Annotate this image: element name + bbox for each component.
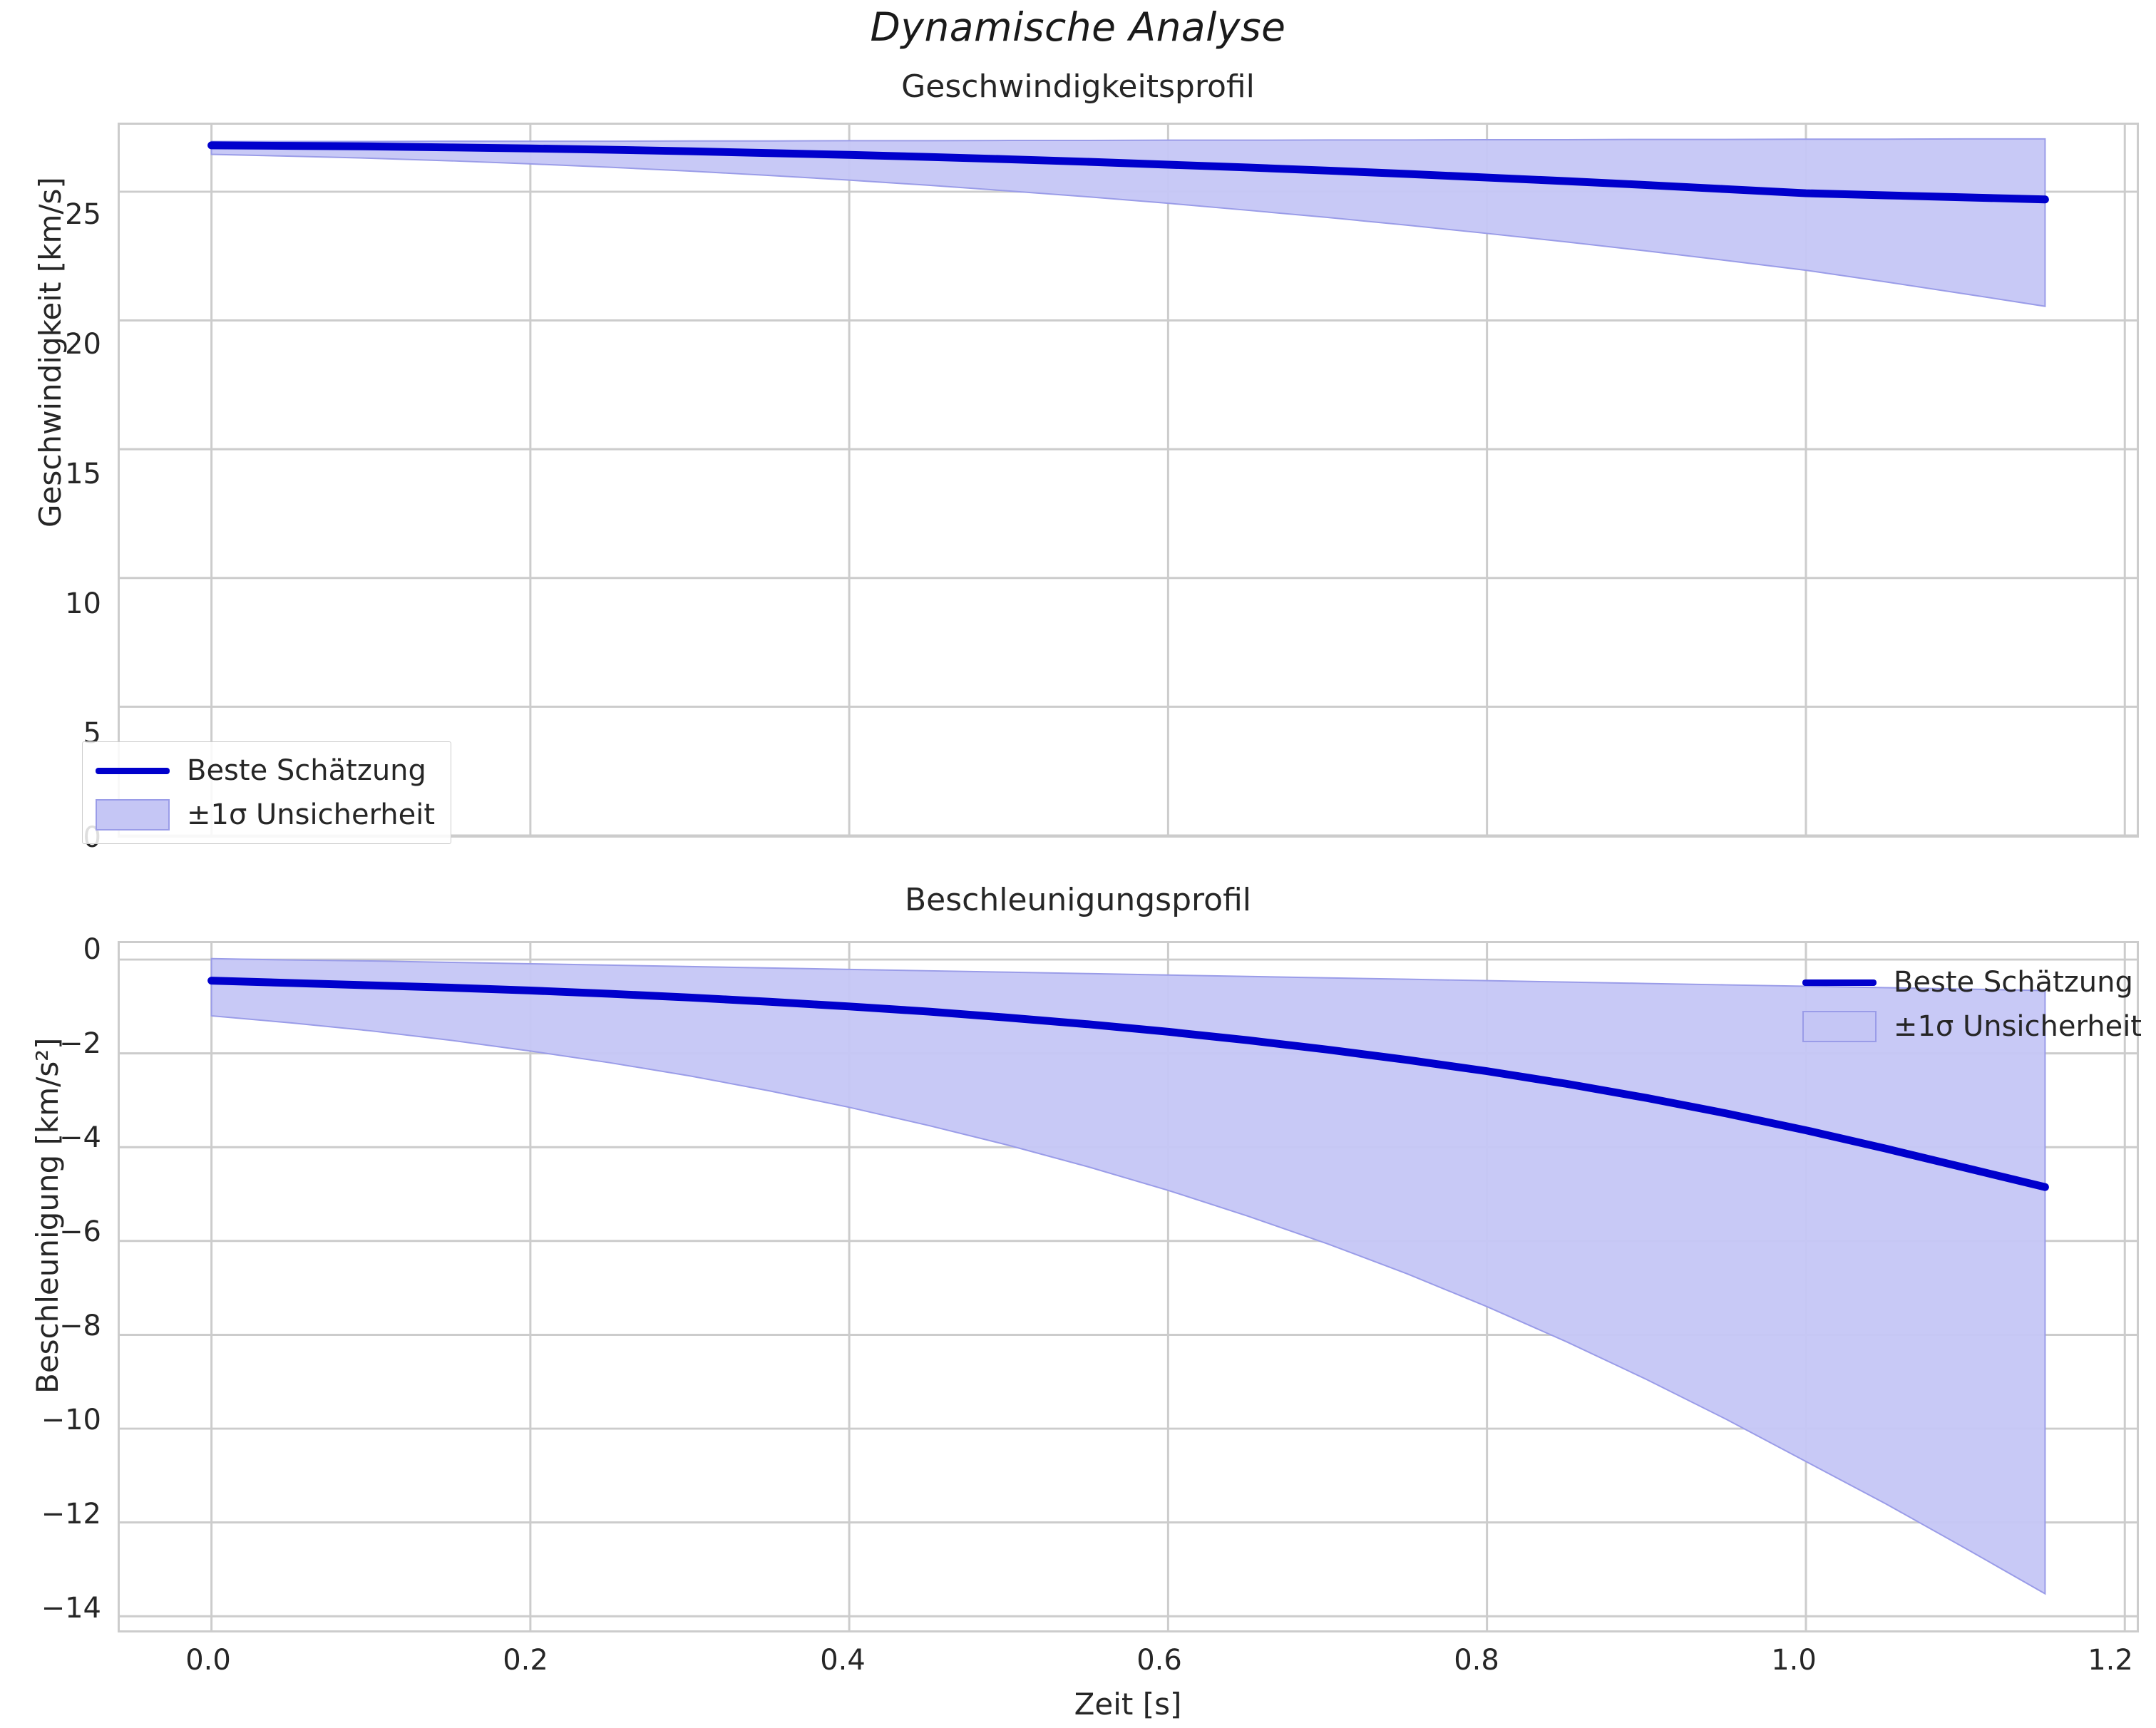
acceleration-uncertainty-band (210, 957, 2046, 1595)
subplot2-ytick-m4: −4 (59, 1121, 101, 1154)
subplot1-ytick-5: 25 (65, 198, 101, 231)
subplot1-ytick-3: 15 (65, 458, 101, 490)
velocity-best-estimate-line (207, 141, 2049, 204)
line-swatch-icon (1802, 979, 1877, 986)
acceleration-plot-area (118, 941, 2139, 1632)
subplot2-ytick-m2: −2 (59, 1027, 101, 1060)
subplot2-legend-line-label: Beste Schätzung (1893, 966, 2133, 999)
xaxis-label: Zeit [s] (1074, 1687, 1182, 1722)
subplot1-legend-band-label: ±1σ Unsicherheit (187, 798, 436, 831)
subplot2-ytick-m10: −10 (41, 1404, 101, 1436)
band-swatch-icon (1802, 1011, 1877, 1042)
subplot1-ytick-4: 20 (65, 328, 101, 361)
subplot2-legend[interactable]: Beste Schätzung ±1σ Unsicherheit (1795, 955, 2149, 1054)
subplot2-legend-band-entry[interactable]: ±1σ Unsicherheit (1802, 1009, 2142, 1044)
subplot2-legend-line-entry[interactable]: Beste Schätzung (1802, 965, 2142, 999)
subplot1-legend-band-entry[interactable]: ±1σ Unsicherheit (96, 798, 435, 832)
subplot2-legend-band-label: ±1σ Unsicherheit (1893, 1010, 2142, 1043)
subplot2-ytick-m12: −12 (41, 1498, 101, 1531)
subplot1-legend[interactable]: Beste Schätzung ±1σ Unsicherheit (82, 741, 452, 844)
acceleration-plot-svg (120, 943, 2137, 1630)
subplot2-title: Beschleunigungsprofil (904, 882, 1252, 918)
subplot2-ytick-m8: −8 (59, 1310, 101, 1342)
xtick-1: 0.2 (503, 1644, 548, 1677)
subplot1-legend-line-entry[interactable]: Beste Schätzung (96, 754, 435, 788)
subplot2-ytick-m14: −14 (41, 1592, 101, 1625)
subplot1-ytick-2: 10 (65, 587, 101, 620)
velocity-plot-area (118, 123, 2139, 838)
xtick-5: 1.0 (1771, 1644, 1817, 1677)
xtick-0: 0.0 (185, 1644, 231, 1677)
subplot2-ytick-0: 0 (83, 933, 101, 966)
band-swatch-icon (96, 799, 170, 830)
velocity-plot-svg (120, 125, 2137, 835)
subplot1-title: Geschwindigkeitsprofil (901, 68, 1255, 105)
acceleration-best-estimate-line (207, 977, 2049, 1191)
xtick-2: 0.4 (820, 1644, 866, 1677)
line-swatch-icon (96, 767, 170, 774)
xtick-4: 0.8 (1454, 1644, 1499, 1677)
subplot2-ytick-m6: −6 (59, 1215, 101, 1248)
xtick-3: 0.6 (1136, 1644, 1182, 1677)
figure-suptitle: Dynamische Analyse (870, 4, 1286, 50)
subplot1-legend-line-label: Beste Schätzung (187, 754, 426, 787)
xtick-6: 1.2 (2088, 1644, 2133, 1677)
